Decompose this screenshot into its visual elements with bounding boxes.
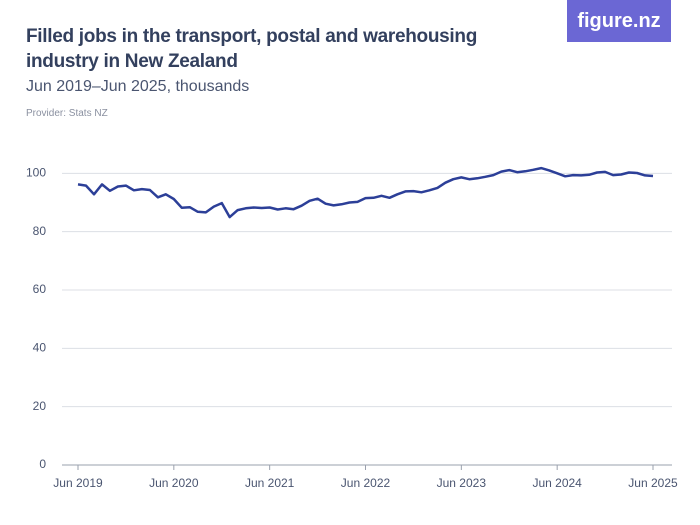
x-tick-label: Jun 2022 bbox=[341, 476, 391, 490]
x-tick-label: Jun 2023 bbox=[437, 476, 487, 490]
y-tick-label: 20 bbox=[33, 399, 47, 413]
chart-subtitle: Jun 2019–Jun 2025, thousands bbox=[26, 78, 250, 95]
logo[interactable]: figure.nz bbox=[567, 0, 671, 42]
data-line bbox=[77, 166, 654, 219]
y-tick-label: 80 bbox=[33, 224, 47, 238]
x-tick-label: Jun 2019 bbox=[53, 476, 103, 490]
x-tick-label: Jun 2025 bbox=[628, 476, 678, 490]
y-tick-label: 0 bbox=[39, 457, 46, 471]
y-tick-label: 40 bbox=[33, 341, 47, 355]
x-tick-label: Jun 2021 bbox=[245, 476, 295, 490]
x-tick-label: Jun 2024 bbox=[532, 476, 582, 490]
provider: Provider: Stats NZ bbox=[26, 108, 108, 119]
x-tick-label: Jun 2020 bbox=[149, 476, 199, 490]
y-tick-label: 60 bbox=[33, 282, 47, 296]
y-tick-label: 100 bbox=[26, 166, 46, 180]
chart-title: Filled jobs in the transport, postal and… bbox=[26, 26, 477, 72]
